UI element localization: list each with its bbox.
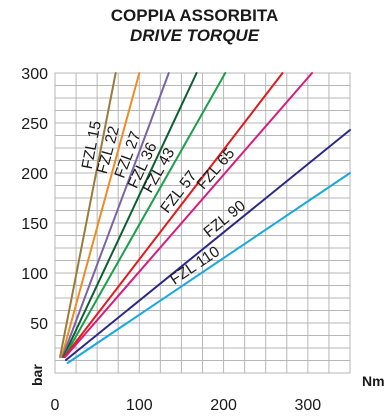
x-tick-label: 0 bbox=[51, 397, 60, 414]
y-tick-label: 100 bbox=[21, 266, 48, 283]
series-line bbox=[63, 72, 284, 358]
series-lines bbox=[59, 72, 351, 364]
series-line bbox=[66, 172, 351, 364]
series-line bbox=[63, 72, 227, 358]
y-tick-label: 150 bbox=[21, 216, 48, 233]
y-tick-label: 300 bbox=[21, 66, 48, 83]
series-line bbox=[61, 72, 170, 358]
y-axis-unit: bar bbox=[29, 364, 45, 386]
chart-subtitle: DRIVE TORQUE bbox=[129, 26, 260, 45]
chart-title: COPPIA ASSORBITA bbox=[110, 6, 279, 25]
series-line bbox=[60, 72, 141, 358]
x-tick-label: 200 bbox=[210, 397, 237, 414]
x-tick-label: 100 bbox=[126, 397, 153, 414]
plot-frame bbox=[54, 72, 351, 374]
axis-ticks: 50 100 150 200 250 300 0 100 200 300 bbox=[21, 66, 321, 414]
series-line bbox=[64, 129, 351, 361]
series-line bbox=[62, 72, 198, 358]
series-label: FZL 110 bbox=[167, 243, 223, 289]
y-tick-label: 200 bbox=[21, 166, 48, 183]
series-line bbox=[64, 72, 314, 358]
x-axis-unit: Nm bbox=[362, 373, 385, 389]
y-tick-label: 50 bbox=[30, 316, 48, 333]
x-tick-label: 300 bbox=[295, 397, 322, 414]
series-line bbox=[59, 72, 117, 358]
y-tick-label: 250 bbox=[21, 116, 48, 133]
series-label: FZL 90 bbox=[201, 197, 250, 241]
